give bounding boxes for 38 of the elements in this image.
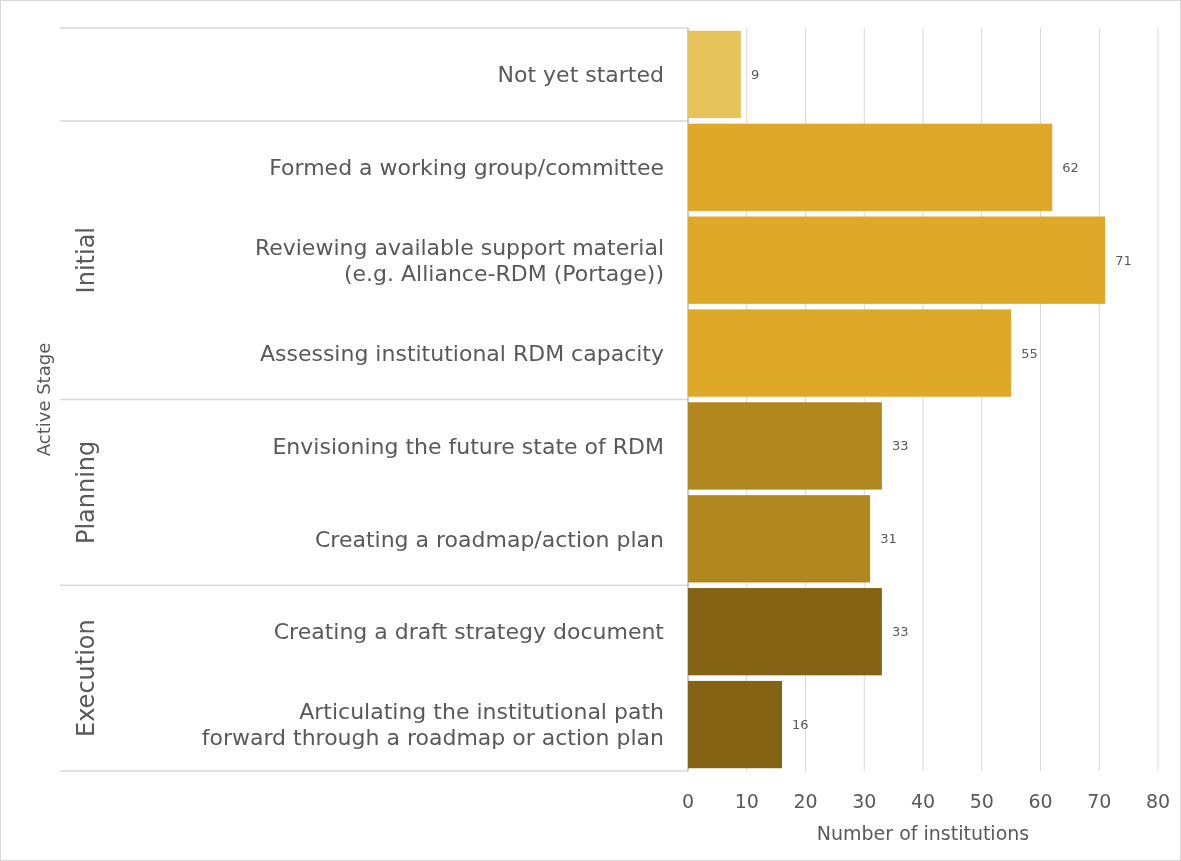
y-tick-label: Articulating the institutional path forward through a roadmap or action plan (201, 699, 664, 751)
x-tick-label: 40 (910, 790, 936, 812)
x-tick-label: 0 (681, 790, 695, 812)
bar (688, 588, 882, 676)
x-tick-label: 30 (852, 790, 877, 812)
bar (688, 402, 882, 490)
x-tick-label: 20 (793, 790, 818, 812)
y-tick-label: Creating a draft strategy document (273, 619, 665, 645)
x-tick-label: 10 (734, 790, 759, 812)
y-tick-label: Not yet started (497, 62, 664, 88)
y-tick-label: Reviewing available support material (e.g. Alliance-RDM (Portage)) (254, 234, 664, 287)
x-tick-label: 80 (1145, 790, 1171, 812)
bar (688, 309, 1012, 397)
x-tick-label: 60 (1028, 790, 1053, 812)
data-label: 9 (750, 66, 760, 82)
text: Execution (72, 619, 101, 738)
bar (688, 123, 1053, 211)
y-tick-label: Creating a roadmap/action plan (314, 526, 664, 552)
text: Planning (72, 440, 101, 545)
data-label: 33 (891, 624, 909, 640)
bar (688, 30, 741, 119)
y-tick-label: Envisioning the future state of RDM (272, 433, 664, 459)
data-label: 55 (1021, 345, 1038, 361)
bar (688, 680, 782, 769)
bar (688, 495, 871, 583)
data-label: 33 (891, 438, 909, 454)
text: Active Stage (33, 342, 54, 457)
data-label: 31 (880, 531, 897, 547)
x-tick-label: 70 (1087, 790, 1112, 812)
text: Initial (72, 226, 101, 294)
data-label: 71 (1115, 252, 1132, 268)
x-tick-label: 50 (969, 790, 994, 812)
data-label: 16 (792, 717, 809, 733)
bar (688, 216, 1106, 304)
y-tick-label: Assessing institutional RDM capacity (259, 340, 664, 366)
data-label: 62 (1062, 159, 1079, 175)
x-axis-title: Number of institutions (816, 822, 1030, 844)
y-tick-label: Formed a working group/committee (269, 155, 664, 181)
